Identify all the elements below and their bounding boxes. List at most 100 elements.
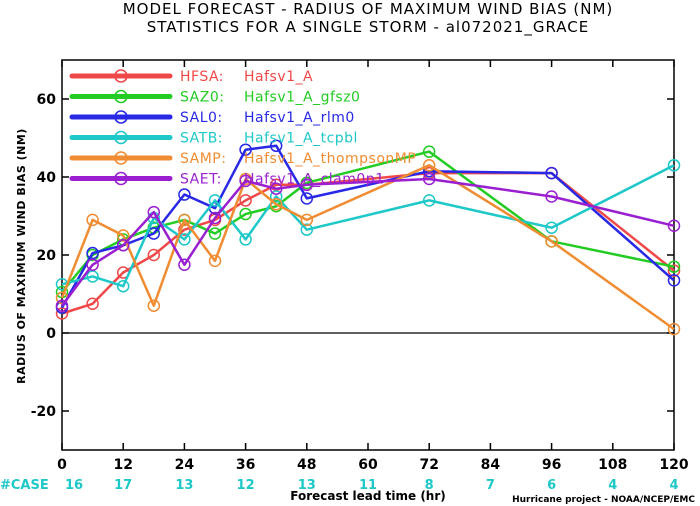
chart-title: MODEL FORECAST - RADIUS OF MAXIMUM WIND …: [123, 0, 614, 18]
series-line-hfsa: [61, 171, 675, 315]
data-point-saet: [422, 172, 436, 186]
data-point-satb: [422, 194, 436, 207]
x-tick-label: 0: [57, 457, 67, 473]
x-tick-label: 60: [358, 457, 378, 473]
legend-label-satb: SATB:: [180, 131, 223, 147]
data-point-saet: [147, 205, 161, 219]
data-point-saet: [667, 219, 681, 232]
case-count: 8: [425, 478, 434, 493]
x-tick-label: 36: [236, 457, 255, 473]
data-point-saet: [545, 190, 558, 203]
case-count: 17: [114, 478, 132, 493]
data-point-samp: [545, 235, 558, 248]
x-tick-label: 120: [659, 457, 688, 473]
case-count: 4: [608, 478, 617, 493]
case-count: 4: [669, 478, 678, 493]
data-point-hfsa: [667, 264, 681, 277]
legend-label-hfsa: HFSA:: [180, 69, 224, 85]
legend-marker-hfsa: [114, 69, 128, 83]
data-point-saz0: [208, 227, 222, 240]
data-point-saet: [300, 178, 314, 192]
data-point-samp: [300, 213, 314, 227]
data-point-saet: [55, 299, 69, 312]
data-point-samp: [269, 198, 283, 211]
data-point-satb: [667, 159, 681, 172]
data-point-saz0: [422, 145, 436, 158]
data-point-saet: [239, 174, 252, 188]
case-count: 16: [65, 478, 83, 493]
case-label: #CASE: [0, 478, 49, 493]
legend-marker-sal0: [114, 110, 128, 124]
x-tick-label: 96: [542, 457, 561, 473]
x-tick-label: 24: [175, 457, 195, 473]
data-point-satb: [545, 221, 558, 234]
y-tick-label: 60: [37, 92, 57, 108]
data-point-samp: [178, 213, 191, 227]
data-point-hfsa: [147, 248, 161, 262]
legend-desc-samp: Hafsv1_A_thompsonMP: [244, 151, 416, 167]
legend-desc-saz0: Hafsv1_A_gfsz0: [244, 90, 360, 106]
y-axis-label: RADIUS OF MAXIMUM WIND BIAS (NM): [15, 128, 28, 384]
case-count: 13: [298, 478, 316, 493]
data-point-samp: [86, 213, 99, 227]
data-point-hfsa: [55, 307, 69, 320]
data-point-satb: [239, 233, 252, 246]
data-point-sal0: [269, 139, 283, 153]
legend-label-samp: SAMP:: [180, 151, 226, 167]
x-axis-label: Forecast lead time (hr): [290, 489, 446, 503]
data-point-saet: [86, 258, 99, 271]
legend-marker-samp: [114, 151, 128, 165]
y-tick-label: 20: [37, 248, 57, 264]
data-point-satb: [208, 194, 222, 207]
case-count: 13: [175, 478, 193, 493]
legend-marker-satb: [114, 130, 128, 145]
data-point-sal0: [545, 166, 558, 180]
data-point-sal0: [147, 227, 161, 240]
data-point-sal0: [300, 192, 314, 205]
data-point-hfsa: [86, 297, 99, 310]
data-point-saz0: [667, 260, 681, 273]
data-point-samp: [208, 254, 222, 268]
x-tick-label: 12: [113, 457, 132, 473]
legend-marker-saz0: [114, 89, 128, 104]
data-point-samp: [116, 229, 130, 242]
x-tick-label: 84: [481, 457, 501, 473]
data-point-satb: [300, 223, 314, 236]
data-point-satb: [178, 233, 191, 246]
y-tick-label: 0: [46, 326, 56, 342]
case-count: 6: [547, 478, 556, 493]
legend-desc-saet: Hafsv1_A_clam0p1: [244, 172, 385, 188]
data-point-sal0: [239, 143, 252, 156]
data-point-saet: [178, 258, 191, 271]
y-tick-label: -20: [31, 404, 57, 420]
data-point-hfsa: [178, 223, 191, 236]
data-point-hfsa: [239, 194, 252, 207]
credit-text: Hurricane project - NOAA/NCEP/EMC: [512, 495, 695, 505]
data-point-saet: [269, 182, 283, 195]
case-count: 7: [486, 478, 495, 493]
legend-desc-sal0: Hafsv1_A_rlm0: [244, 110, 355, 126]
data-point-satb: [269, 190, 283, 203]
data-point-sal0: [178, 188, 191, 201]
legend-label-saz0: SAZ0:: [180, 90, 224, 106]
legend-desc-hfsa: Hafsv1_A: [244, 69, 313, 85]
data-point-sal0: [667, 274, 681, 287]
data-point-samp: [422, 159, 436, 172]
chart-subtitle: STATISTICS FOR A SINGLE STORM - al072021…: [147, 18, 589, 37]
x-tick-label: 48: [297, 457, 316, 473]
data-point-saet: [116, 239, 130, 252]
legend-label-sal0: SAL0:: [180, 110, 223, 126]
data-point-samp: [667, 322, 681, 336]
x-tick-label: 72: [419, 457, 438, 473]
data-point-satb: [116, 279, 130, 293]
legend-marker-saet: [114, 171, 128, 186]
y-tick-label: 40: [37, 170, 57, 186]
data-point-saet: [208, 211, 222, 225]
data-point-saz0: [239, 207, 252, 221]
case-count: 12: [237, 478, 255, 493]
case-count: 11: [359, 478, 377, 493]
data-point-samp: [147, 299, 161, 312]
x-tick-label: 108: [598, 457, 627, 473]
